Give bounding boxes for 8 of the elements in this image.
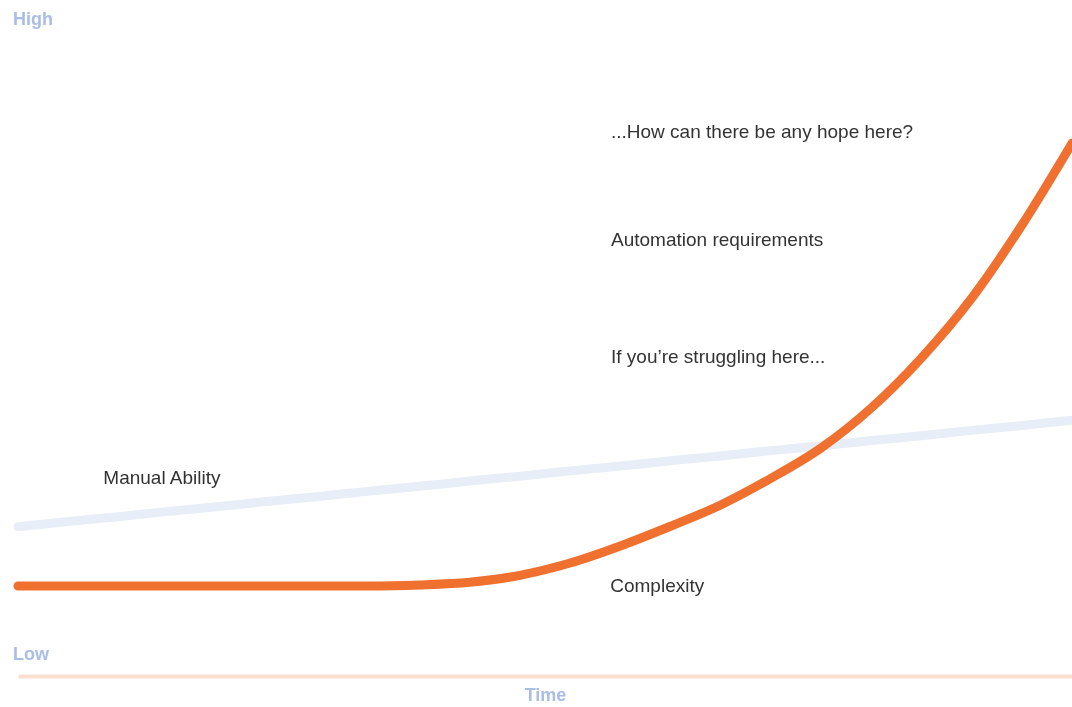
annotation: Automation requirements (611, 229, 824, 250)
x-axis-title: Time (524, 684, 567, 705)
text: ...How can there be any hope here? (611, 121, 914, 142)
series-label: Manual Ability (103, 467, 222, 489)
series-label: Complexity (610, 575, 705, 597)
text: High (13, 9, 53, 29)
annotation: Low (13, 644, 50, 664)
annotation: If you’re struggling here... (611, 346, 826, 367)
